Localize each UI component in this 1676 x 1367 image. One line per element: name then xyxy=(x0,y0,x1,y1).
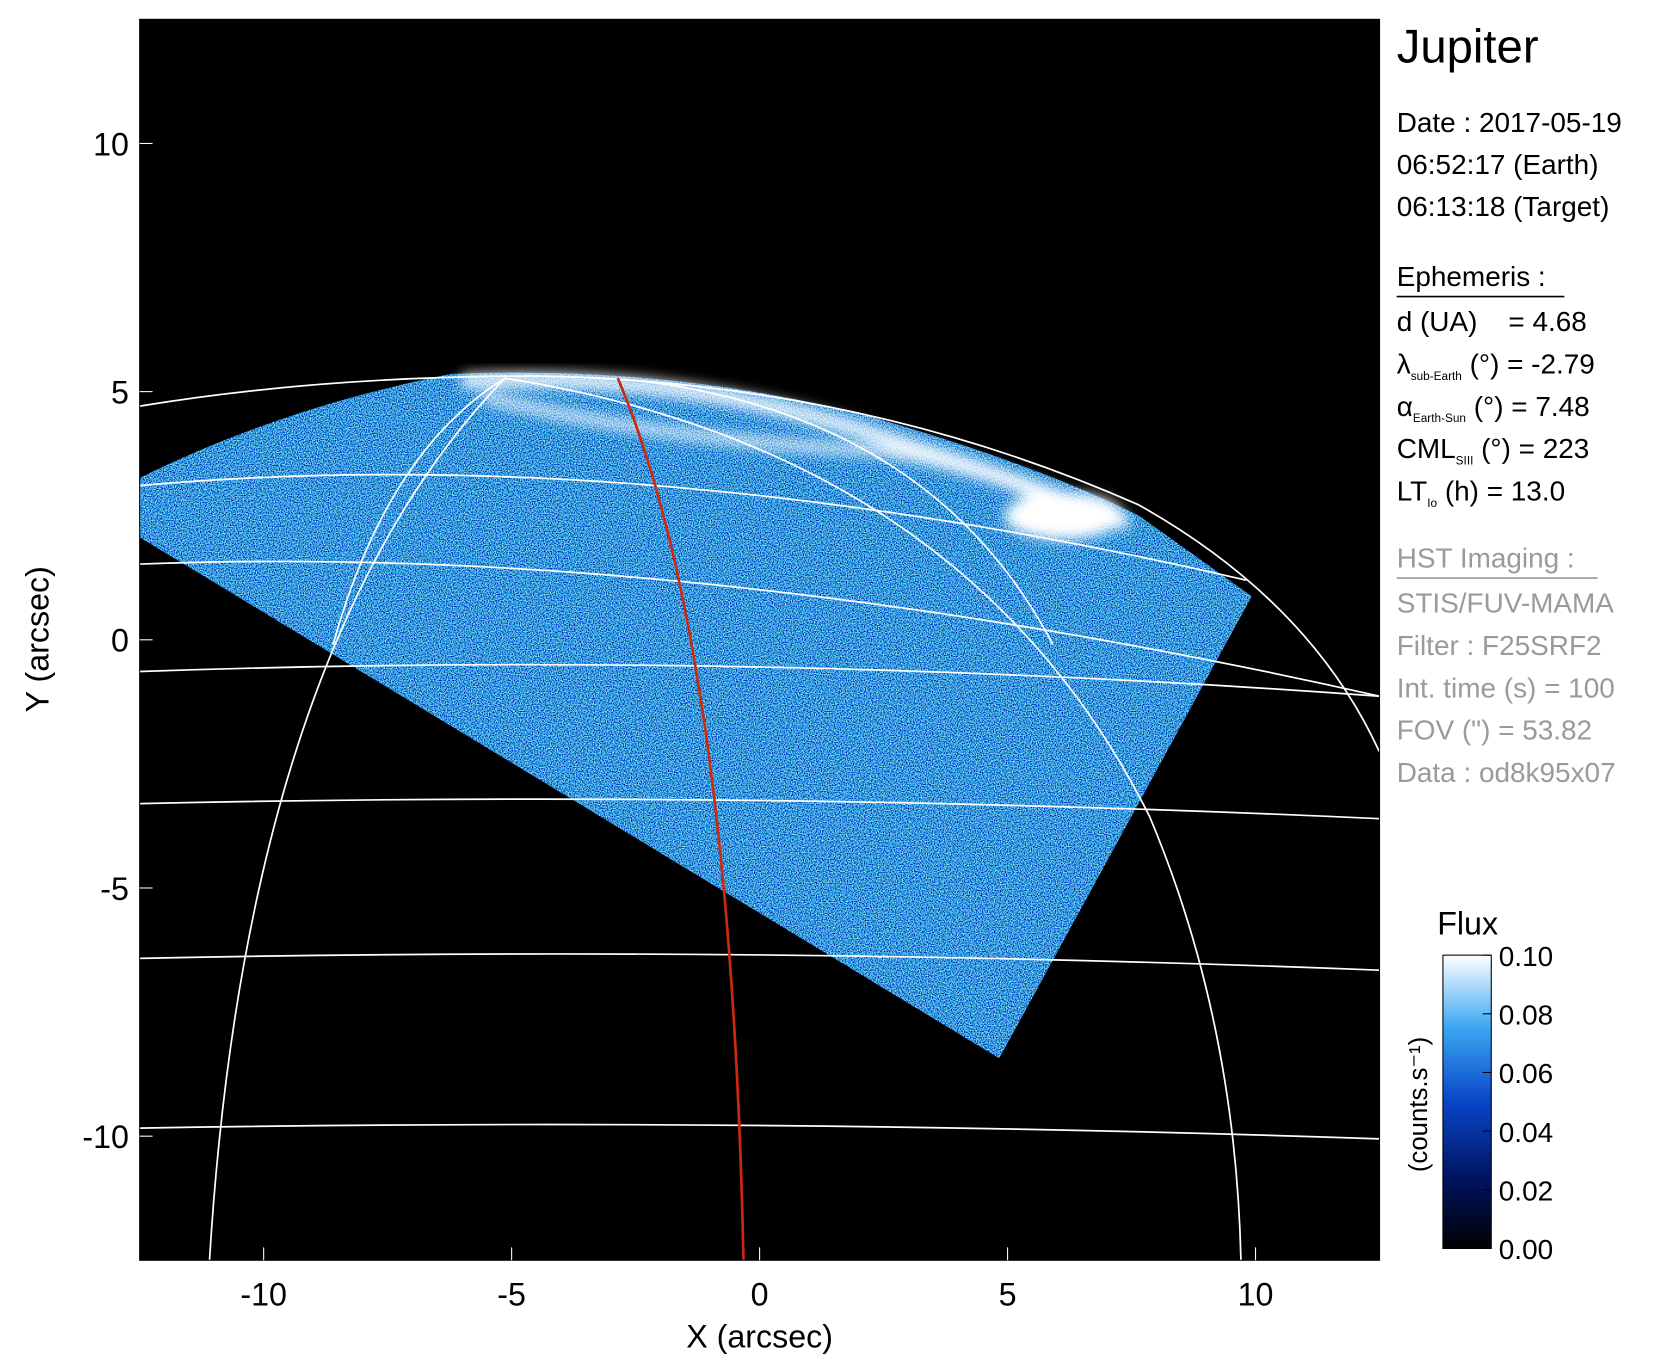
date-line: Date : 2017-05-19 xyxy=(1397,107,1622,138)
y-tick-label: -10 xyxy=(82,1119,129,1155)
info-main: α xyxy=(1397,391,1413,422)
colorbar-title: Flux xyxy=(1437,906,1498,942)
info-main: λ xyxy=(1397,348,1411,379)
x-tick-label: 10 xyxy=(1238,1276,1274,1312)
colorbar xyxy=(1442,954,1492,1249)
y-tick-label: -5 xyxy=(100,871,129,907)
info-line: STIS/FUV-MAMA xyxy=(1397,587,1615,618)
colorbar-tick-label: 0.04 xyxy=(1499,1117,1553,1148)
info-line: Filter : F25SRF2 xyxy=(1397,630,1602,661)
info-line: λsub-Earth (°) = -2.79 xyxy=(1397,348,1595,382)
info-rest: (°) = 223 xyxy=(1473,433,1589,464)
y-tick-label: 10 xyxy=(93,126,129,162)
central-meridian xyxy=(616,377,745,1261)
info-rest: (°) = 7.48 xyxy=(1466,391,1590,422)
date-line: 06:13:18 (Target) xyxy=(1397,191,1610,222)
noise xyxy=(139,372,1252,1059)
y-axis-label: Y (arcsec) xyxy=(19,566,55,712)
info-main: LT xyxy=(1397,476,1428,507)
info-line: FOV (") = 53.82 xyxy=(1397,715,1592,746)
aurora xyxy=(461,372,1132,540)
colorbar-tick-label: 0.00 xyxy=(1499,1234,1553,1265)
colorbar-tick-label: 0.06 xyxy=(1499,1058,1553,1089)
colorbar-label: (counts.s⁻¹) xyxy=(1405,1037,1433,1172)
x-tick-label: 0 xyxy=(751,1276,769,1312)
scaled-layout: X (arcsec) Y (arcsec) Jupiter Flux (coun… xyxy=(19,18,1622,1354)
info-sub: SIII xyxy=(1456,454,1474,468)
info-sub: Io xyxy=(1427,496,1437,510)
y-tick-label: 5 xyxy=(111,374,129,410)
info-sub: Earth-Sun xyxy=(1413,411,1466,425)
x-axis-label: X (arcsec) xyxy=(686,1318,833,1354)
x-tick-label: -10 xyxy=(240,1276,287,1312)
colorbar-tick-label: 0.02 xyxy=(1499,1176,1553,1207)
x-tick-label: -5 xyxy=(497,1276,526,1312)
image-layer xyxy=(139,372,1380,1261)
info-main: CML xyxy=(1397,433,1456,464)
info-line: LTIo (h) = 13.0 xyxy=(1397,476,1565,510)
info-line: d (UA) = 4.68 xyxy=(1397,306,1587,337)
y-tick-label: 0 xyxy=(111,623,129,659)
info-title: Jupiter xyxy=(1397,20,1539,73)
info-rest: (°) = -2.79 xyxy=(1462,348,1595,379)
colorbar-tick-label: 0.08 xyxy=(1499,1000,1553,1031)
info-line: αEarth-Sun (°) = 7.48 xyxy=(1397,391,1590,425)
section-header: HST Imaging : xyxy=(1397,542,1575,573)
info-sub: sub-Earth xyxy=(1411,369,1462,383)
date-line: 06:52:17 (Earth) xyxy=(1397,149,1599,180)
info-line: Data : od8k95x07 xyxy=(1397,757,1616,788)
planet-grid xyxy=(139,375,1380,1261)
info-rest: (h) = 13.0 xyxy=(1437,476,1565,507)
info-line: CMLSIII (°) = 223 xyxy=(1397,433,1590,467)
section-header: Ephemeris : xyxy=(1397,261,1546,292)
colorbar-tick-label: 0.10 xyxy=(1499,941,1553,972)
info-main: d (UA) = 4.68 xyxy=(1397,306,1587,337)
info-line: Int. time (s) = 100 xyxy=(1397,672,1615,703)
x-tick-label: 5 xyxy=(999,1276,1017,1312)
